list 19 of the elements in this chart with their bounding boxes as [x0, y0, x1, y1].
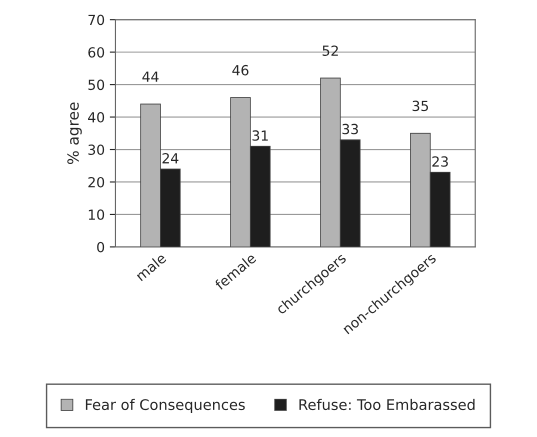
y-axis-title: % agree — [67, 102, 82, 164]
y-tick-label: 70 — [88, 14, 104, 26]
data-label: 35 — [412, 100, 428, 112]
data-label: 23 — [432, 156, 448, 167]
legend-label: Refuse: Too Embarassed — [299, 398, 475, 410]
y-tick-label: 20 — [88, 176, 104, 188]
y-tick-label: 50 — [88, 80, 104, 90]
y-tick-label: 0 — [97, 242, 104, 252]
data-label: 33 — [342, 124, 358, 134]
data-label: 44 — [142, 72, 159, 82]
data-label: 24 — [162, 153, 178, 164]
data-label: 52 — [322, 45, 338, 56]
y-tick-label: 10 — [88, 209, 104, 220]
y-tick-label: 40 — [88, 112, 104, 123]
y-tick-label: 60 — [88, 47, 104, 58]
legend-label: Fear of Consequences — [86, 398, 245, 413]
y-tick-label: 30 — [88, 144, 104, 155]
data-label: 46 — [232, 64, 248, 76]
data-label: 31 — [252, 130, 268, 141]
